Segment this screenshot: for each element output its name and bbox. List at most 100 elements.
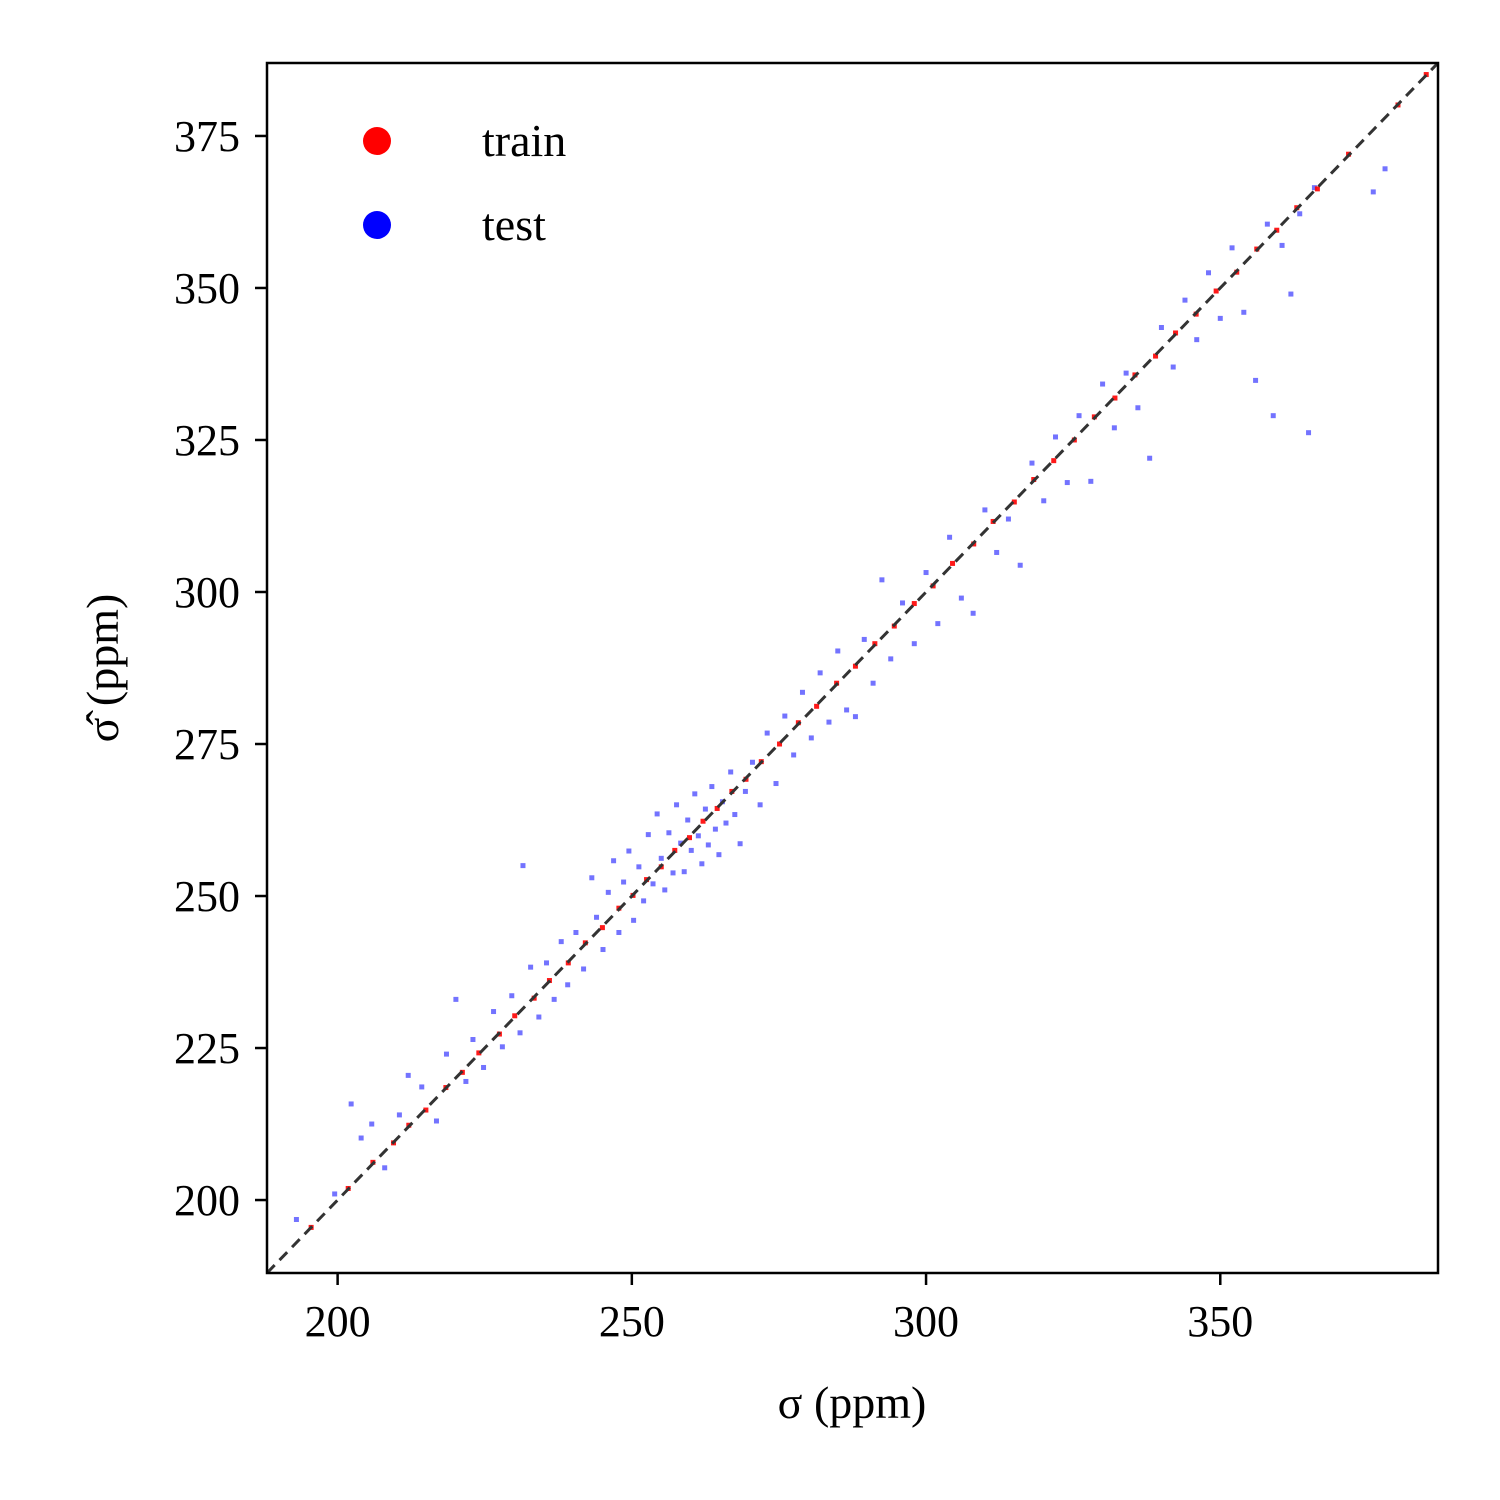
test-point <box>712 826 718 832</box>
test-point <box>481 1064 487 1070</box>
test-point <box>491 1009 497 1015</box>
identity-reference-line <box>267 63 1438 1273</box>
test-point <box>705 842 711 848</box>
x-axis-label: σ (ppm) <box>778 1377 927 1428</box>
legend-label-train: train <box>482 115 566 166</box>
test-point <box>1076 413 1082 419</box>
test-point <box>616 929 622 935</box>
test-point <box>799 689 805 695</box>
test-point <box>544 960 550 966</box>
test-point <box>1100 381 1106 387</box>
test-point <box>348 1101 354 1107</box>
train-point <box>423 1107 429 1113</box>
test-point <box>791 752 797 758</box>
test-point <box>470 1037 476 1043</box>
test-point <box>685 817 691 823</box>
test-point <box>692 791 698 797</box>
train-point <box>700 818 706 824</box>
test-point <box>852 714 858 720</box>
test-point <box>1311 185 1317 191</box>
test-point <box>1088 478 1094 484</box>
test-point <box>536 1014 542 1020</box>
legend-marker-train <box>363 127 391 155</box>
test-point <box>879 577 885 583</box>
test-point <box>994 549 1000 555</box>
test-point <box>293 1216 299 1222</box>
train-point <box>599 925 605 931</box>
train-point <box>476 1050 482 1056</box>
train-point <box>852 663 858 669</box>
test-point <box>1123 370 1129 376</box>
test-point <box>520 863 526 869</box>
test-point <box>528 964 534 970</box>
test-point <box>1217 315 1223 321</box>
test-point <box>358 1135 364 1141</box>
x-tick-label: 350 <box>1187 1297 1253 1346</box>
test-point <box>1279 242 1285 248</box>
test-point <box>509 993 515 999</box>
test-point <box>723 820 729 826</box>
train-point <box>1314 186 1320 192</box>
test-point <box>1288 291 1294 297</box>
train-point <box>911 601 917 607</box>
legend-marker-test <box>363 211 391 239</box>
test-point <box>589 875 595 881</box>
test-point <box>826 719 832 725</box>
test-point <box>699 861 705 867</box>
test-point <box>382 1165 388 1171</box>
y-axis-label: σ̂ (ppm) <box>77 594 128 743</box>
test-point <box>835 648 841 654</box>
train-point <box>1011 499 1017 505</box>
test-point <box>600 947 606 953</box>
test-point <box>645 832 651 838</box>
test-point <box>1041 498 1047 504</box>
test-point <box>773 781 779 787</box>
test-point <box>650 881 656 887</box>
test-point <box>695 833 701 839</box>
test-point <box>1241 309 1247 315</box>
test-point <box>728 769 734 775</box>
test-point <box>678 840 684 846</box>
test-point <box>688 847 694 853</box>
test-point <box>631 917 637 923</box>
test-point <box>1270 413 1276 419</box>
test-point <box>517 1030 523 1036</box>
test-point <box>369 1121 375 1127</box>
test-point <box>702 806 708 812</box>
test-point <box>782 713 788 719</box>
test-point <box>558 939 564 945</box>
test-point <box>732 812 738 818</box>
legend: train test <box>363 115 566 250</box>
test-point <box>611 858 617 864</box>
test-point <box>565 982 571 988</box>
test-point <box>1253 377 1259 383</box>
y-tick-label: 225 <box>174 1024 240 1073</box>
train-point <box>512 1013 518 1019</box>
x-tick-label: 200 <box>305 1297 371 1346</box>
test-point <box>737 841 743 847</box>
test-point <box>551 996 557 1002</box>
test-point <box>626 848 632 854</box>
test-point <box>911 641 917 647</box>
test-point <box>757 802 763 808</box>
test-point <box>1111 425 1117 431</box>
test-point <box>1229 245 1235 251</box>
test-point <box>1297 211 1303 217</box>
test-point <box>923 570 929 576</box>
test-point <box>1135 405 1141 411</box>
y-tick-label: 200 <box>174 1176 240 1225</box>
test-point <box>1382 166 1388 172</box>
test-point <box>1264 221 1270 227</box>
test-point <box>670 870 676 876</box>
y-tick-label: 375 <box>174 112 240 161</box>
train-point <box>672 847 678 853</box>
plot-frame <box>265 61 1440 1275</box>
test-point <box>1194 337 1200 343</box>
test-point <box>742 788 748 794</box>
test-point <box>900 600 906 606</box>
train-point <box>777 741 783 747</box>
train-point <box>1213 288 1219 294</box>
test-point <box>1158 324 1164 330</box>
